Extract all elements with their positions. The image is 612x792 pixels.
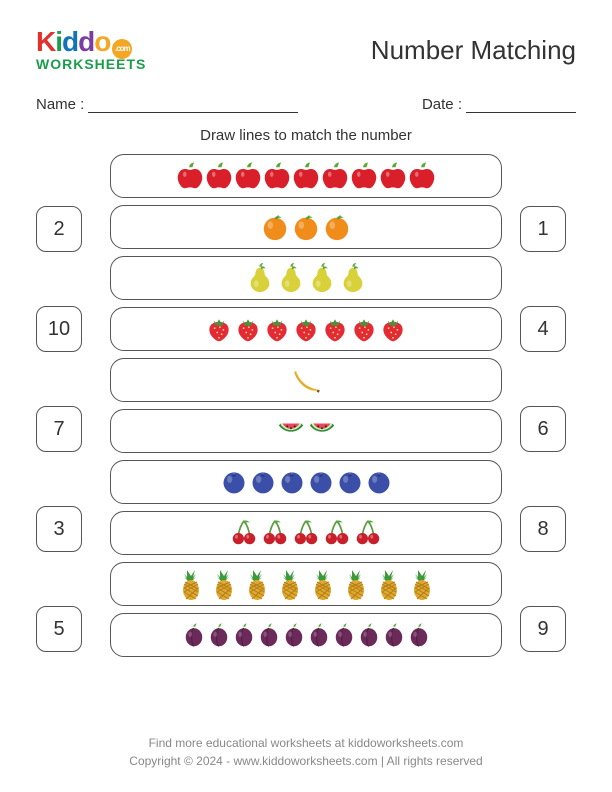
plum-icon <box>332 623 356 647</box>
footer-line1: Find more educational worksheets at kidd… <box>0 734 612 752</box>
strawberry-icon <box>205 315 233 343</box>
strawberry-icon <box>263 315 291 343</box>
blueberry-icon <box>220 468 248 496</box>
cherry-icon <box>291 518 321 548</box>
orange-icon <box>322 212 352 242</box>
apple-icon <box>234 162 262 190</box>
number-box[interactable]: 10 <box>36 306 82 352</box>
strawberry-icon <box>350 315 378 343</box>
blueberry-icon <box>249 468 277 496</box>
number-box[interactable]: 7 <box>36 406 82 452</box>
page-title: Number Matching <box>371 35 576 66</box>
date-field: Date : <box>422 95 576 113</box>
plum-icon <box>307 623 331 647</box>
apple-icon <box>321 162 349 190</box>
watermelon-icon <box>276 416 306 446</box>
number-box[interactable]: 5 <box>36 606 82 652</box>
pear-icon <box>307 263 337 293</box>
pineapple-icon <box>274 568 306 600</box>
cherry-icon <box>229 518 259 548</box>
number-box[interactable]: 8 <box>520 506 566 552</box>
fruit-row-pineapple[interactable] <box>110 562 502 606</box>
plum-icon <box>282 623 306 647</box>
cherry-icon <box>322 518 352 548</box>
apple-icon <box>350 162 378 190</box>
footer-line2: Copyright © 2024 - www.kiddoworksheets.c… <box>0 752 612 770</box>
blueberry-icon <box>278 468 306 496</box>
fruit-row-orange[interactable] <box>110 205 502 249</box>
apple-icon <box>205 162 233 190</box>
date-label: Date : <box>422 96 462 113</box>
fruit-row-watermelon[interactable] <box>110 409 502 453</box>
plum-icon <box>207 623 231 647</box>
blueberry-icon <box>365 468 393 496</box>
fruit-row-pear[interactable] <box>110 256 502 300</box>
cherry-icon <box>353 518 383 548</box>
blueberry-icon <box>307 468 335 496</box>
strawberry-icon <box>234 315 262 343</box>
fruit-row-strawberry[interactable] <box>110 307 502 351</box>
watermelon-icon <box>307 416 337 446</box>
left-number-column: 2 10 7 3 5 <box>36 154 92 652</box>
pear-icon <box>338 263 368 293</box>
plum-icon <box>357 623 381 647</box>
blueberry-icon <box>336 468 364 496</box>
info-row: Name : Date : <box>36 95 576 113</box>
plum-icon <box>382 623 406 647</box>
fruit-row-blueberry[interactable] <box>110 460 502 504</box>
date-line[interactable] <box>466 95 576 113</box>
instruction: Draw lines to match the number <box>36 127 576 144</box>
plum-icon <box>232 623 256 647</box>
activity-grid: 2 10 7 3 5 1 4 6 8 9 <box>36 154 576 657</box>
name-field: Name : <box>36 95 298 113</box>
strawberry-icon <box>321 315 349 343</box>
orange-icon <box>260 212 290 242</box>
plum-icon <box>407 623 431 647</box>
apple-icon <box>379 162 407 190</box>
pear-icon <box>276 263 306 293</box>
logo-bottom: WORKSHEETS <box>36 59 146 71</box>
orange-icon <box>291 212 321 242</box>
apple-icon <box>408 162 436 190</box>
pineapple-icon <box>241 568 273 600</box>
fruit-column <box>110 154 502 657</box>
right-number-column: 1 4 6 8 9 <box>520 154 576 652</box>
number-box[interactable]: 3 <box>36 506 82 552</box>
pineapple-icon <box>307 568 339 600</box>
name-label: Name : <box>36 96 84 113</box>
number-box[interactable]: 6 <box>520 406 566 452</box>
pear-icon <box>245 263 275 293</box>
apple-icon <box>176 162 204 190</box>
plum-icon <box>257 623 281 647</box>
apple-icon <box>292 162 320 190</box>
fruit-row-banana[interactable] <box>110 358 502 402</box>
logo: Kiddo.com WORKSHEETS <box>36 30 146 71</box>
pineapple-icon <box>175 568 207 600</box>
logo-top: Kiddo.com <box>36 30 146 59</box>
footer: Find more educational worksheets at kidd… <box>0 734 612 770</box>
number-box[interactable]: 4 <box>520 306 566 352</box>
apple-icon <box>263 162 291 190</box>
fruit-row-plum[interactable] <box>110 613 502 657</box>
cherry-icon <box>260 518 290 548</box>
pineapple-icon <box>406 568 438 600</box>
plum-icon <box>182 623 206 647</box>
fruit-row-apple[interactable] <box>110 154 502 198</box>
number-box[interactable]: 1 <box>520 206 566 252</box>
number-box[interactable]: 2 <box>36 206 82 252</box>
number-box[interactable]: 9 <box>520 606 566 652</box>
strawberry-icon <box>379 315 407 343</box>
pineapple-icon <box>340 568 372 600</box>
pineapple-icon <box>208 568 240 600</box>
strawberry-icon <box>292 315 320 343</box>
fruit-row-cherry[interactable] <box>110 511 502 555</box>
header: Kiddo.com WORKSHEETS Number Matching <box>36 30 576 71</box>
banana-icon <box>289 363 323 397</box>
pineapple-icon <box>373 568 405 600</box>
name-line[interactable] <box>88 95 298 113</box>
